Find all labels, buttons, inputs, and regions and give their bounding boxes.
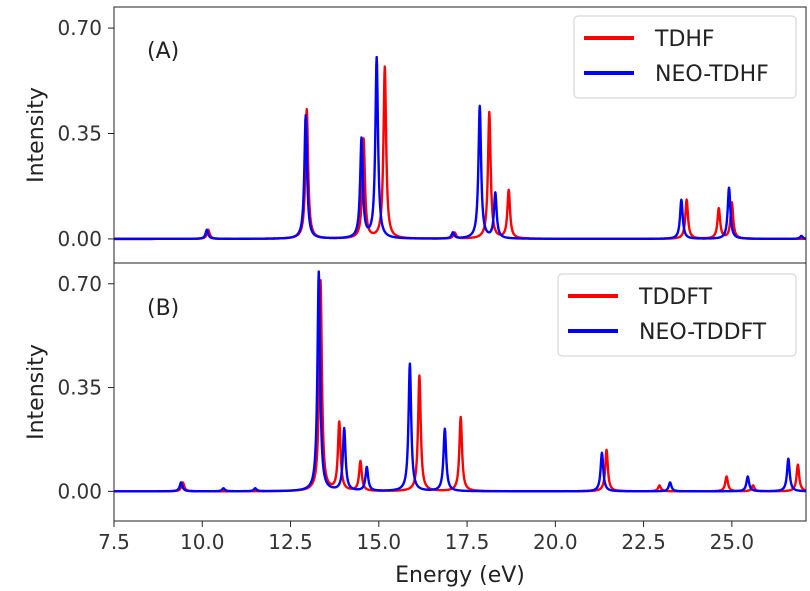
panel-a-legend-label-tdhf: TDHF [654, 27, 715, 52]
panel-a-y-ticks: 0.00 0.35 0.70 [57, 16, 114, 251]
panel-b-legend-label-tddft: TDDFT [638, 285, 713, 310]
panel-b: 0.00 0.35 0.70 7.5 10.0 12.5 15.0 17.5 20.0 22.5… [24, 262, 807, 588]
panel-b-y-tick-label: 0.70 [57, 272, 102, 296]
x-tick-label: 7.5 [98, 530, 130, 554]
panel-b-y-tick-label: 0.00 [57, 479, 102, 503]
panel-a-y-axis-title: Intensity [24, 87, 49, 183]
panel-a: 0.00 0.35 0.70 (A) Intensity TDHF NEO-TDHF [24, 6, 807, 264]
panel-b-label: (B) [147, 296, 179, 321]
x-tick-label: 17.5 [445, 530, 490, 554]
panel-a-y-tick-label: 0.35 [57, 121, 102, 145]
panel-b-y-tick-label: 0.35 [57, 376, 102, 400]
x-tick-label: 12.5 [268, 530, 313, 554]
x-tick-label: 10.0 [180, 530, 225, 554]
panel-a-label: (A) [147, 39, 179, 64]
panel-b-series-lines [114, 270, 806, 493]
panel-a-legend-label-neo-tdhf: NEO-TDHF [655, 62, 769, 87]
panel-b-y-axis-title: Intensity [24, 344, 49, 440]
x-axis-title: Energy (eV) [395, 563, 525, 588]
panel-a-y-tick-label: 0.70 [57, 16, 102, 40]
panel-a-plot-area [114, 55, 806, 241]
panel-a-legend: TDHF NEO-TDHF [573, 15, 797, 99]
panel-a-y-tick-label: 0.00 [57, 227, 102, 251]
x-tick-label: 22.5 [621, 530, 666, 554]
panel-b-y-ticks: 0.00 0.35 0.70 [57, 272, 114, 503]
panel-b-legend-label-neo-tddft: NEO-TDDFT [639, 320, 767, 345]
panel-a-series-lines [114, 55, 806, 241]
panel-b-legend: TDDFT NEO-TDDFT [557, 273, 797, 357]
x-tick-label: 20.0 [533, 530, 578, 554]
panel-b-x-ticks: 7.5 10.0 12.5 15.0 17.5 20.0 22.5 25.0 [98, 521, 754, 554]
x-tick-label: 15.0 [357, 530, 402, 554]
panel-b-frame [113, 262, 807, 522]
panel-b-series-line-neo-tddft [114, 270, 806, 493]
panel-a-series-line-neo-tdhf [114, 55, 806, 241]
panel-b-plot-area [114, 270, 806, 493]
x-tick-label: 25.0 [710, 530, 755, 554]
